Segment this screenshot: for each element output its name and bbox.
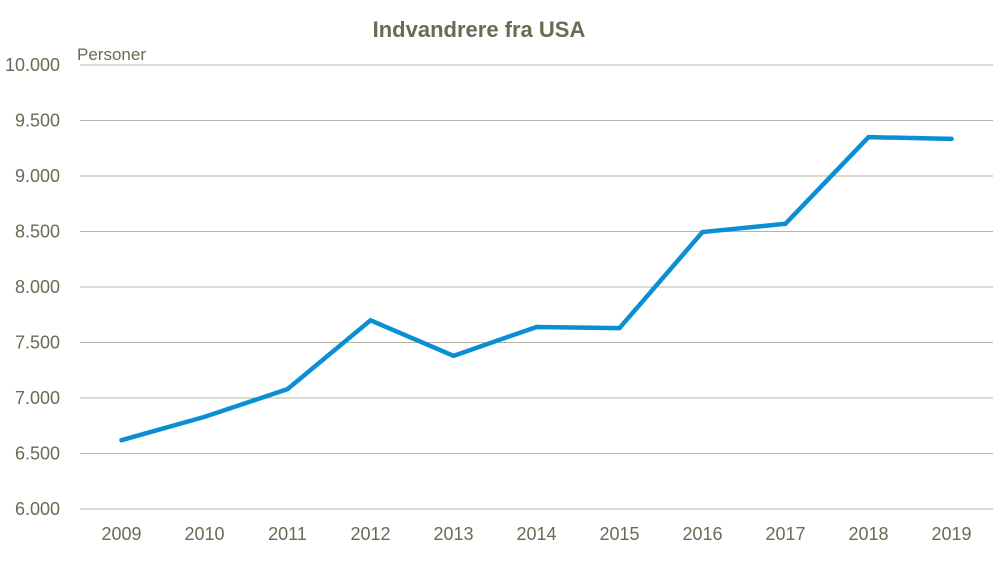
y-axis-unit-label: Personer xyxy=(77,45,146,64)
y-tick-label: 6.000 xyxy=(15,499,60,519)
x-tick-label: 2019 xyxy=(931,524,971,544)
data-point xyxy=(534,324,539,330)
y-tick-label: 10.000 xyxy=(5,55,60,75)
data-point xyxy=(119,437,124,443)
x-tick-label: 2012 xyxy=(350,524,390,544)
chart-title: Indvandrere fra USA xyxy=(373,17,586,42)
data-point xyxy=(866,134,871,140)
y-tick-label: 6.500 xyxy=(15,444,60,464)
y-tick-label: 9.500 xyxy=(15,111,60,131)
x-tick-label: 2013 xyxy=(433,524,473,544)
y-tick-label: 9.000 xyxy=(15,166,60,186)
data-point xyxy=(285,386,290,392)
x-tick-label: 2016 xyxy=(682,524,722,544)
x-tick-label: 2014 xyxy=(516,524,556,544)
data-point xyxy=(700,229,705,235)
x-tick-label: 2011 xyxy=(268,524,307,544)
y-tick-label: 7.500 xyxy=(15,333,60,353)
data-point xyxy=(617,325,622,331)
x-tick-label: 2010 xyxy=(184,524,224,544)
x-tick-label: 2015 xyxy=(599,524,639,544)
data-point xyxy=(368,318,373,323)
series-line xyxy=(119,134,954,443)
data-point xyxy=(451,353,456,359)
x-tick-label: 2009 xyxy=(101,524,141,544)
x-tick-label: 2018 xyxy=(848,524,888,544)
data-point xyxy=(202,414,207,420)
data-point xyxy=(783,221,788,226)
y-tick-label: 8.500 xyxy=(15,222,60,242)
y-tick-label: 7.000 xyxy=(15,388,60,408)
x-tick-label: 2017 xyxy=(765,524,805,544)
data-point xyxy=(949,136,954,142)
y-tick-label: 8.000 xyxy=(15,277,60,297)
